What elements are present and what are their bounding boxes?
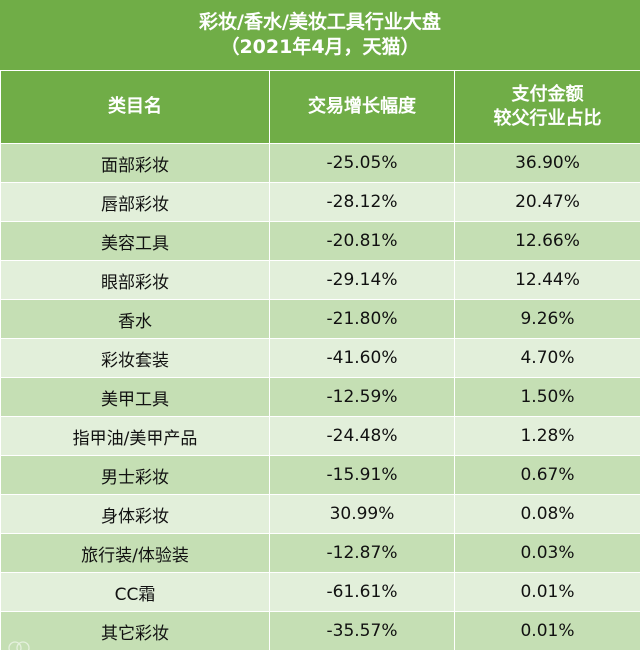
header-share-line-2: 较父行业占比 <box>493 108 602 129</box>
cell-share: 1.28% <box>454 416 640 456</box>
cell-growth: -61.61% <box>269 572 455 612</box>
cell-share: 0.08% <box>454 494 640 534</box>
cell-share: 1.50% <box>454 377 640 417</box>
cell-category: 其它彩妆 <box>0 611 270 651</box>
header-share: 支付金额 较父行业占比 <box>454 70 640 144</box>
cell-share: 36.90% <box>454 143 640 183</box>
cell-category: 美甲工具 <box>0 377 270 417</box>
cell-category: CC霜 <box>0 572 270 612</box>
header-category: 类目名 <box>0 70 270 144</box>
cell-growth: -41.60% <box>269 338 455 378</box>
cell-share: 0.01% <box>454 572 640 612</box>
cell-category: 唇部彩妆 <box>0 182 270 222</box>
cell-category: 美容工具 <box>0 221 270 261</box>
cell-growth: -24.48% <box>269 416 455 456</box>
cell-category: 彩妆套装 <box>0 338 270 378</box>
cell-growth: -21.80% <box>269 299 455 339</box>
cell-category: 面部彩妆 <box>0 143 270 183</box>
cell-growth: -35.57% <box>269 611 455 651</box>
header-share-line-1: 支付金额 <box>511 84 584 105</box>
table-row: 美容工具 -20.81% 12.66% <box>0 221 640 261</box>
cell-share: 4.70% <box>454 338 640 378</box>
table-row: 眼部彩妆 -29.14% 12.44% <box>0 260 640 300</box>
cell-share: 9.26% <box>454 299 640 339</box>
cell-share: 0.03% <box>454 533 640 573</box>
cell-category: 旅行装/体验装 <box>0 533 270 573</box>
cell-share: 12.44% <box>454 260 640 300</box>
cell-share: 20.47% <box>454 182 640 222</box>
table-row: 彩妆套装 -41.60% 4.70% <box>0 338 640 378</box>
table-row: 指甲油/美甲产品 -24.48% 1.28% <box>0 416 640 456</box>
cell-share: 0.01% <box>454 611 640 651</box>
cell-category: 男士彩妆 <box>0 455 270 495</box>
data-table: 类目名 交易增长幅度 支付金额 较父行业占比 面部彩妆 -25.05% 36.90%… <box>0 70 640 651</box>
cell-growth: -28.12% <box>269 182 455 222</box>
header-growth: 交易增长幅度 <box>269 70 455 144</box>
cell-growth: -29.14% <box>269 260 455 300</box>
cell-growth: -25.05% <box>269 143 455 183</box>
cell-share: 0.67% <box>454 455 640 495</box>
table-row: CC霜 -61.61% 0.01% <box>0 572 640 612</box>
cell-category: 指甲油/美甲产品 <box>0 416 270 456</box>
cell-category: 身体彩妆 <box>0 494 270 534</box>
table-title: 彩妆/香水/美妆工具行业大盘 （2021年4月，天猫） <box>0 0 640 70</box>
table-body: 面部彩妆 -25.05% 36.90% 唇部彩妆 -28.12% 20.47% 美容工具 -2… <box>0 143 640 651</box>
title-line-2: （2021年4月，天猫） <box>220 36 420 58</box>
cell-category: 眼部彩妆 <box>0 260 270 300</box>
cell-category: 香水 <box>0 299 270 339</box>
cell-growth: -20.81% <box>269 221 455 261</box>
watermark-logo <box>8 641 30 655</box>
cell-share: 12.66% <box>454 221 640 261</box>
table-row: 其它彩妆 -35.57% 0.01% <box>0 611 640 651</box>
header-row: 类目名 交易增长幅度 支付金额 较父行业占比 <box>0 70 640 144</box>
cell-growth: -12.87% <box>269 533 455 573</box>
table-row: 唇部彩妆 -28.12% 20.47% <box>0 182 640 222</box>
cell-growth: -12.59% <box>269 377 455 417</box>
table-row: 旅行装/体验装 -12.87% 0.03% <box>0 533 640 573</box>
cell-growth: -15.91% <box>269 455 455 495</box>
table-row: 男士彩妆 -15.91% 0.67% <box>0 455 640 495</box>
table-row: 香水 -21.80% 9.26% <box>0 299 640 339</box>
table-row: 面部彩妆 -25.05% 36.90% <box>0 143 640 183</box>
table-row: 美甲工具 -12.59% 1.50% <box>0 377 640 417</box>
cell-growth: 30.99% <box>269 494 455 534</box>
table-row: 身体彩妆 30.99% 0.08% <box>0 494 640 534</box>
title-line-1: 彩妆/香水/美妆工具行业大盘 <box>199 11 441 33</box>
